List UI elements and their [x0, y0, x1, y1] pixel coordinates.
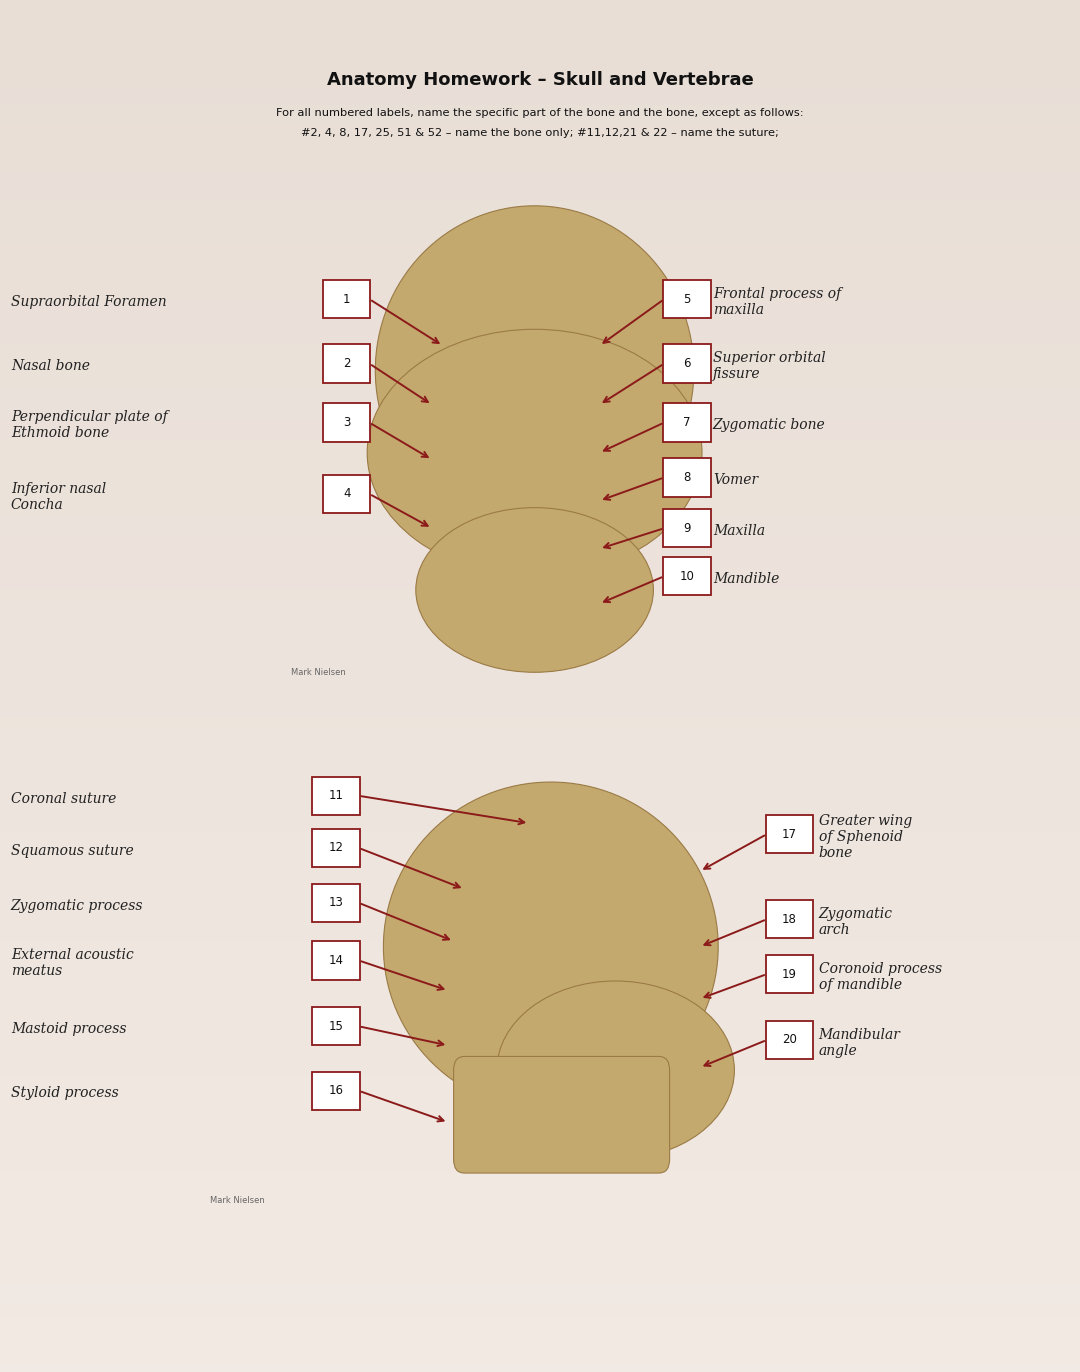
Text: Mandibular
angle: Mandibular angle	[819, 1028, 901, 1058]
Text: Nasal bone: Nasal bone	[11, 359, 90, 373]
Text: Vomer: Vomer	[713, 473, 758, 487]
FancyBboxPatch shape	[663, 509, 711, 547]
Text: Squamous suture: Squamous suture	[11, 844, 134, 858]
Text: 6: 6	[684, 357, 690, 370]
Text: 16: 16	[328, 1084, 343, 1098]
Text: 12: 12	[328, 841, 343, 855]
Ellipse shape	[416, 508, 653, 672]
FancyBboxPatch shape	[323, 280, 370, 318]
FancyBboxPatch shape	[312, 1007, 360, 1045]
Text: 2: 2	[343, 357, 350, 370]
FancyBboxPatch shape	[312, 941, 360, 980]
Text: Coronoid process
of mandible: Coronoid process of mandible	[819, 962, 942, 992]
Ellipse shape	[383, 782, 718, 1111]
Text: Frontal process of
maxilla: Frontal process of maxilla	[713, 287, 841, 317]
Text: Supraorbital Foramen: Supraorbital Foramen	[11, 295, 166, 309]
Text: Mark Nielsen: Mark Nielsen	[211, 1196, 265, 1205]
Ellipse shape	[497, 981, 734, 1159]
Text: 7: 7	[684, 416, 690, 429]
Text: External acoustic
meatus: External acoustic meatus	[11, 948, 134, 978]
Text: 20: 20	[782, 1033, 797, 1047]
FancyBboxPatch shape	[312, 777, 360, 815]
FancyBboxPatch shape	[312, 884, 360, 922]
Text: Zygomatic bone: Zygomatic bone	[713, 418, 825, 432]
FancyBboxPatch shape	[323, 344, 370, 383]
Text: 13: 13	[328, 896, 343, 910]
Text: 1: 1	[343, 292, 350, 306]
Text: 19: 19	[782, 967, 797, 981]
Ellipse shape	[376, 206, 694, 535]
Ellipse shape	[367, 329, 702, 576]
Text: For all numbered labels, name the specific part of the bone and the bone, except: For all numbered labels, name the specif…	[276, 107, 804, 118]
Text: 15: 15	[328, 1019, 343, 1033]
Text: Zygomatic process: Zygomatic process	[11, 899, 144, 912]
Text: Coronal suture: Coronal suture	[11, 792, 117, 805]
Text: Mandible: Mandible	[713, 572, 779, 586]
FancyBboxPatch shape	[766, 1021, 813, 1059]
Text: 18: 18	[782, 912, 797, 926]
Text: 14: 14	[328, 954, 343, 967]
FancyBboxPatch shape	[766, 900, 813, 938]
FancyBboxPatch shape	[323, 475, 370, 513]
Text: Maxilla: Maxilla	[713, 524, 765, 538]
Text: 10: 10	[679, 569, 694, 583]
Text: Styloid process: Styloid process	[11, 1087, 119, 1100]
Text: 5: 5	[684, 292, 690, 306]
FancyBboxPatch shape	[454, 1056, 670, 1173]
FancyBboxPatch shape	[312, 829, 360, 867]
Text: Greater wing
of Sphenoid
bone: Greater wing of Sphenoid bone	[819, 814, 912, 860]
FancyBboxPatch shape	[766, 815, 813, 853]
Text: 9: 9	[684, 521, 690, 535]
Text: Perpendicular plate of
Ethmoid bone: Perpendicular plate of Ethmoid bone	[11, 410, 167, 440]
FancyBboxPatch shape	[663, 280, 711, 318]
Text: 4: 4	[343, 487, 350, 501]
Text: #2, 4, 8, 17, 25, 51 & 52 – name the bone only; #11,12,21 & 22 – name the suture: #2, 4, 8, 17, 25, 51 & 52 – name the bon…	[301, 128, 779, 139]
FancyBboxPatch shape	[766, 955, 813, 993]
FancyBboxPatch shape	[663, 403, 711, 442]
FancyBboxPatch shape	[323, 403, 370, 442]
Text: Inferior nasal
Concha: Inferior nasal Concha	[11, 482, 106, 512]
FancyBboxPatch shape	[663, 344, 711, 383]
Text: Zygomatic
arch: Zygomatic arch	[819, 907, 893, 937]
Text: 8: 8	[684, 471, 690, 484]
Text: 3: 3	[343, 416, 350, 429]
Text: Anatomy Homework – Skull and Vertebrae: Anatomy Homework – Skull and Vertebrae	[326, 70, 754, 89]
Text: Superior orbital
fissure: Superior orbital fissure	[713, 351, 825, 381]
Text: Mastoid process: Mastoid process	[11, 1022, 126, 1036]
Text: 11: 11	[328, 789, 343, 803]
FancyBboxPatch shape	[312, 1072, 360, 1110]
FancyBboxPatch shape	[663, 458, 711, 497]
FancyBboxPatch shape	[663, 557, 711, 595]
Text: 17: 17	[782, 827, 797, 841]
Text: Mark Nielsen: Mark Nielsen	[292, 668, 346, 676]
